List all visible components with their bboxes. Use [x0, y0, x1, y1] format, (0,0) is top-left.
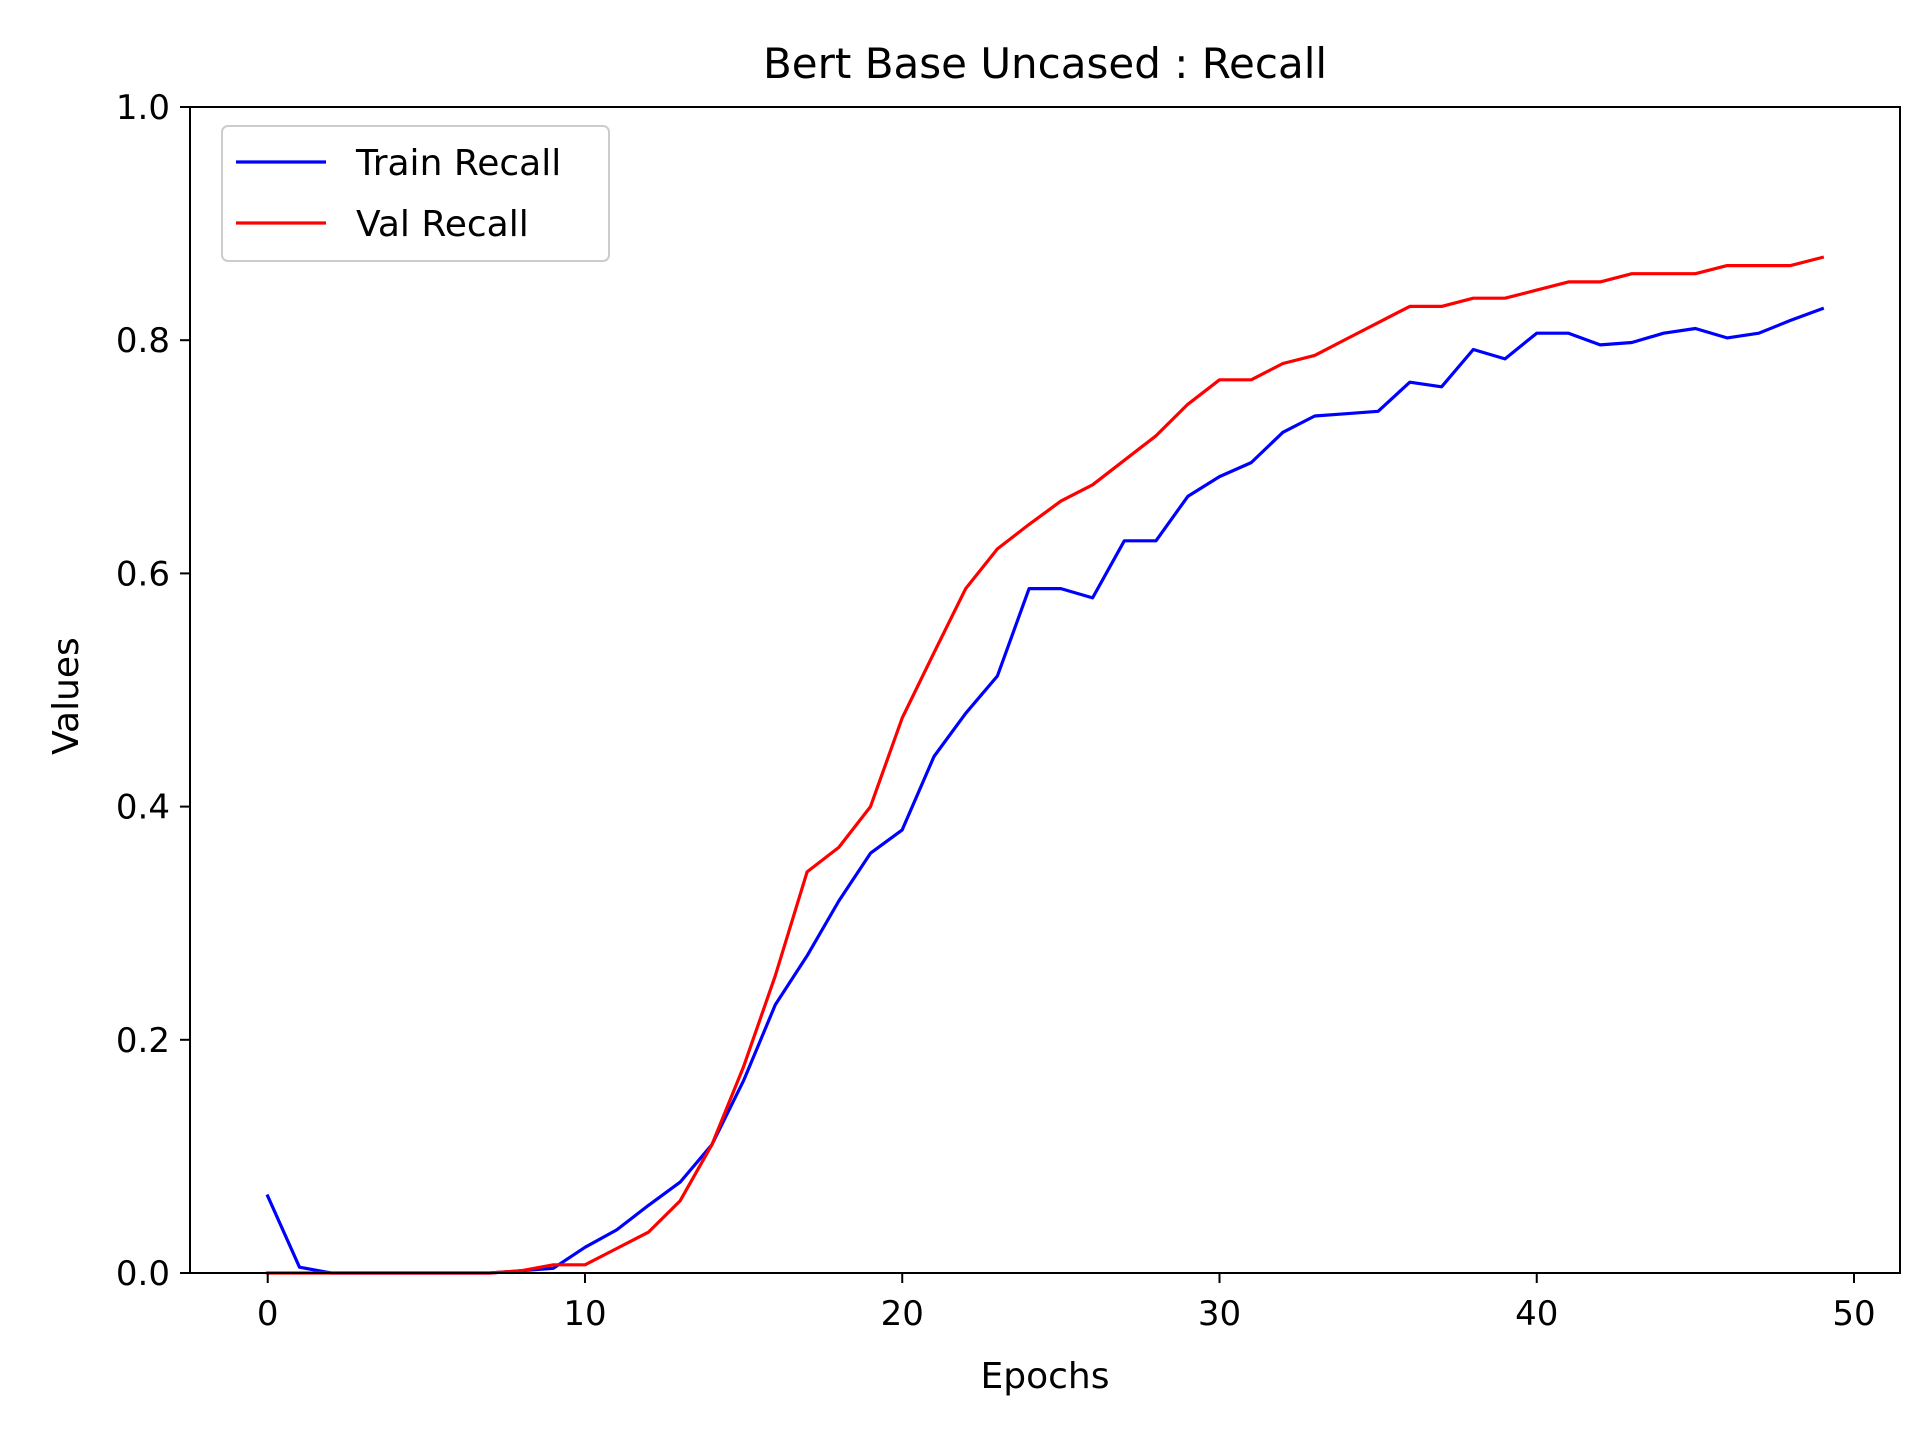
legend-box: [221, 125, 610, 262]
x-tick-label: 10: [563, 1294, 606, 1334]
y-tick-label: 0.4: [116, 788, 170, 828]
y-tick-label: 0.0: [116, 1254, 170, 1294]
y-tick-label: 0.6: [116, 554, 170, 594]
chart-title: Bert Base Uncased : Recall: [763, 39, 1327, 88]
x-axis-label: Epochs: [981, 1356, 1110, 1397]
y-tick-label: 0.8: [116, 321, 170, 361]
series-line-val-recall: [266, 255, 1825, 1275]
y-axis-ticks: 0.0 0.2 0.4 0.6 0.8 1.0: [116, 88, 190, 1294]
x-tick-label: 40: [1515, 1294, 1558, 1334]
x-axis-ticks: 0 10 20 30 40 50: [257, 1273, 1876, 1334]
x-tick-label: 30: [1198, 1294, 1241, 1334]
plot-frame: [189, 106, 1901, 1274]
x-tick-label: 0: [257, 1294, 279, 1334]
x-tick-label: 50: [1832, 1294, 1875, 1334]
legend-label-train-recall: Train Recall: [355, 143, 561, 184]
legend: Train Recall Val Recall: [221, 125, 610, 262]
legend-label-val-recall: Val Recall: [356, 204, 529, 245]
x-tick-label: 20: [881, 1294, 924, 1334]
plot-area: [265, 255, 1825, 1275]
y-axis-label: Values: [46, 637, 87, 755]
y-tick-label: 0.2: [116, 1021, 170, 1061]
y-tick-label: 1.0: [116, 88, 170, 128]
